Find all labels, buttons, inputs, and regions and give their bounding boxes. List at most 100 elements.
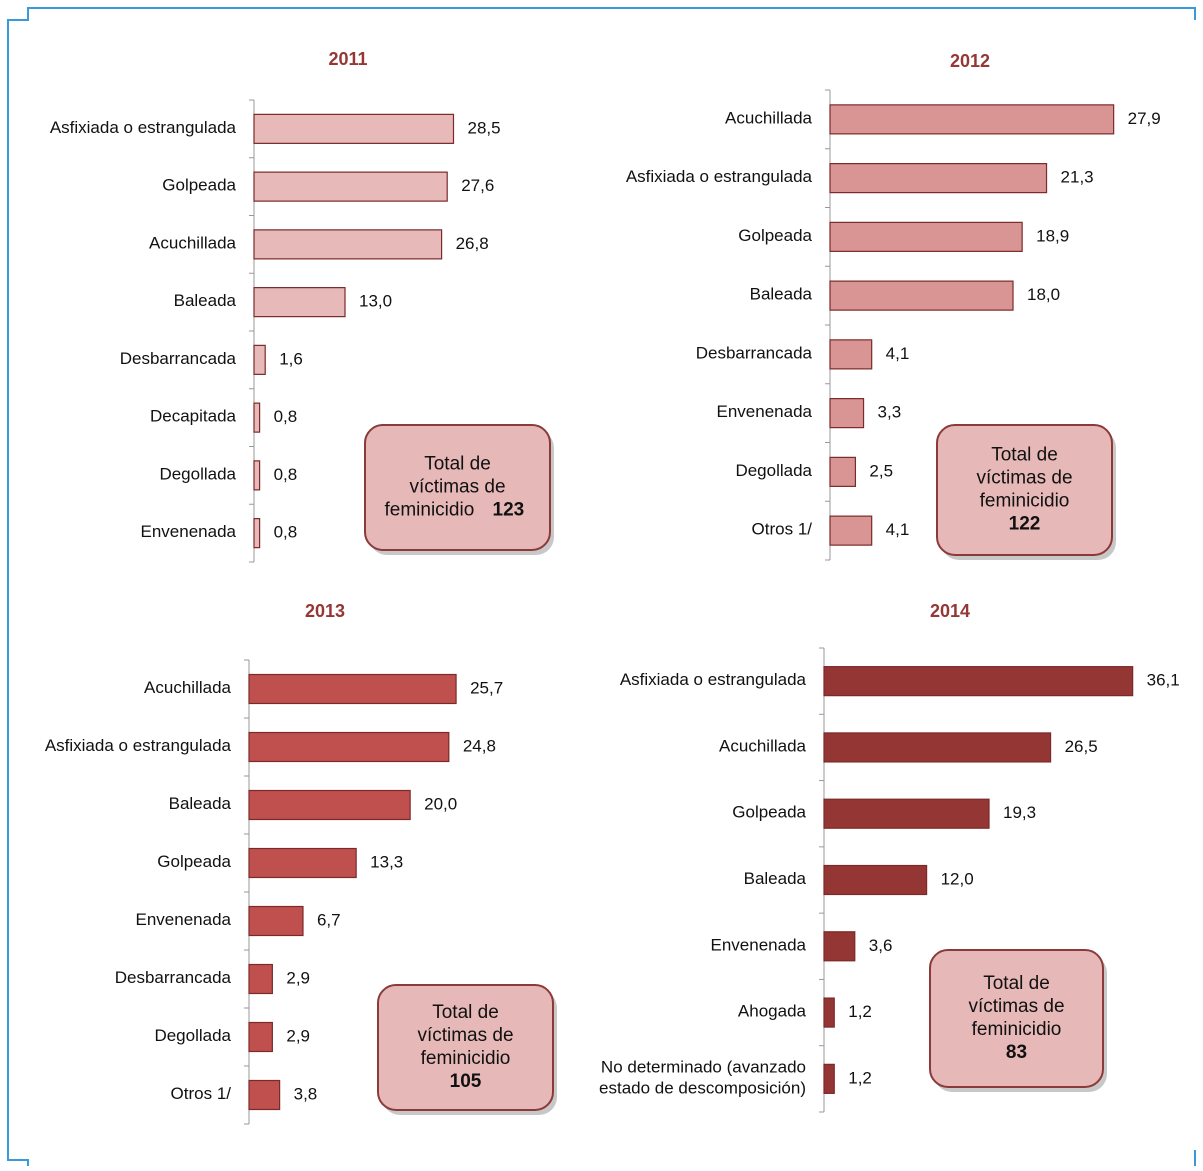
- chart-title: 2014: [930, 601, 970, 621]
- category-label: Baleada: [750, 285, 813, 304]
- value-label: 25,7: [470, 678, 503, 697]
- bar: [829, 456, 857, 487]
- value-label: 26,5: [1065, 737, 1098, 756]
- total-label: Total de víctimas de feminicidio: [385, 454, 506, 521]
- bar: [253, 460, 261, 491]
- value-label: 4,1: [886, 520, 910, 539]
- bar: [823, 931, 856, 962]
- value-label: 13,3: [370, 852, 403, 871]
- value-label: 1,2: [848, 1002, 872, 1021]
- value-label: 2,5: [869, 461, 893, 480]
- bar: [248, 847, 357, 879]
- category-label: Baleada: [744, 869, 807, 888]
- frame: [7, 7, 1196, 1166]
- category-label: Golpeada: [162, 176, 236, 195]
- category-label: Envenenada: [136, 910, 232, 929]
- category-label: Desbarrancada: [696, 344, 813, 363]
- category-label: Golpeada: [738, 226, 812, 245]
- bar: [829, 398, 865, 429]
- total-box: [377, 984, 554, 1111]
- value-label: 1,2: [848, 1068, 872, 1087]
- total-box: [929, 949, 1104, 1088]
- total-value: 123: [493, 500, 525, 521]
- chart-title: 2013: [305, 601, 345, 621]
- category-label: Golpeada: [732, 803, 806, 822]
- category-label: Desbarrancada: [115, 968, 232, 987]
- bar: [829, 339, 873, 370]
- category-label: Envenenada: [711, 936, 807, 955]
- category-label: Baleada: [169, 794, 232, 813]
- category-label: Otros 1/: [171, 1084, 232, 1103]
- total-value: 83: [1006, 1042, 1027, 1063]
- value-label: 3,8: [294, 1084, 318, 1103]
- bar: [829, 104, 1115, 135]
- bar: [829, 163, 1048, 194]
- bar: [248, 731, 450, 763]
- bar: [829, 280, 1014, 311]
- value-label: 26,8: [456, 234, 489, 253]
- value-label: 6,7: [317, 910, 341, 929]
- category-label: Envenenada: [141, 523, 237, 542]
- bar: [248, 673, 457, 705]
- total-label: Total de víctimas de feminicidio: [417, 1002, 513, 1069]
- value-label: 20,0: [424, 794, 457, 813]
- category-label: Degollada: [735, 461, 812, 480]
- value-label: 1,6: [279, 349, 303, 368]
- category-label: Desbarrancada: [120, 349, 237, 368]
- category-label: Acuchillada: [144, 678, 231, 697]
- category-label: Degollada: [154, 1026, 231, 1045]
- bar: [248, 905, 304, 937]
- value-label: 4,1: [886, 344, 910, 363]
- bar: [253, 344, 266, 375]
- value-label: 3,6: [869, 936, 893, 955]
- category-label: Ahogada: [738, 1002, 807, 1021]
- category-label: No determinado (avanzado estado de descom…: [599, 1058, 806, 1098]
- bar: [253, 171, 448, 202]
- category-label: Acuchillada: [149, 234, 236, 253]
- category-label: Asfixiada o estrangulada: [45, 736, 232, 755]
- category-label: Asfixiada o estrangulada: [626, 168, 813, 187]
- bar: [248, 1079, 281, 1111]
- value-label: 36,1: [1147, 671, 1180, 690]
- bar: [823, 1063, 835, 1094]
- value-label: 28,5: [468, 118, 501, 137]
- bar: [253, 518, 261, 549]
- value-label: 0,8: [274, 523, 298, 542]
- total-box: [364, 424, 551, 551]
- value-label: 2,9: [286, 1026, 310, 1045]
- value-label: 0,8: [274, 407, 298, 426]
- total-label: Total de víctimas de feminicidio: [976, 445, 1072, 512]
- bar: [823, 798, 990, 829]
- bar: [248, 789, 411, 821]
- bar: [253, 113, 455, 144]
- value-label: 18,0: [1027, 285, 1060, 304]
- bar: [248, 963, 273, 995]
- category-label: Asfixiada o estrangulada: [50, 118, 237, 137]
- category-label: Degollada: [159, 465, 236, 484]
- bar: [823, 997, 835, 1028]
- value-label: 19,3: [1003, 803, 1036, 822]
- bar: [823, 666, 1134, 697]
- value-label: 27,6: [461, 176, 494, 195]
- value-label: 0,8: [274, 465, 298, 484]
- category-label: Asfixiada o estrangulada: [620, 671, 807, 690]
- bar: [253, 229, 443, 260]
- category-label: Golpeada: [157, 852, 231, 871]
- bar: [829, 221, 1023, 252]
- bar: [253, 402, 261, 433]
- value-label: 2,9: [286, 968, 310, 987]
- bar: [823, 864, 928, 896]
- value-label: 3,3: [878, 403, 902, 422]
- category-label: Envenenada: [717, 403, 813, 422]
- total-value: 122: [1009, 514, 1041, 535]
- total-value: 105: [450, 1071, 482, 1092]
- bar: [248, 1021, 273, 1053]
- value-label: 24,8: [463, 736, 496, 755]
- category-label: Acuchillada: [719, 737, 806, 756]
- category-label: Acuchillada: [725, 109, 812, 128]
- bar: [253, 287, 346, 318]
- chart-title: 2012: [950, 51, 990, 71]
- category-label: Baleada: [174, 292, 237, 311]
- value-label: 18,9: [1036, 226, 1069, 245]
